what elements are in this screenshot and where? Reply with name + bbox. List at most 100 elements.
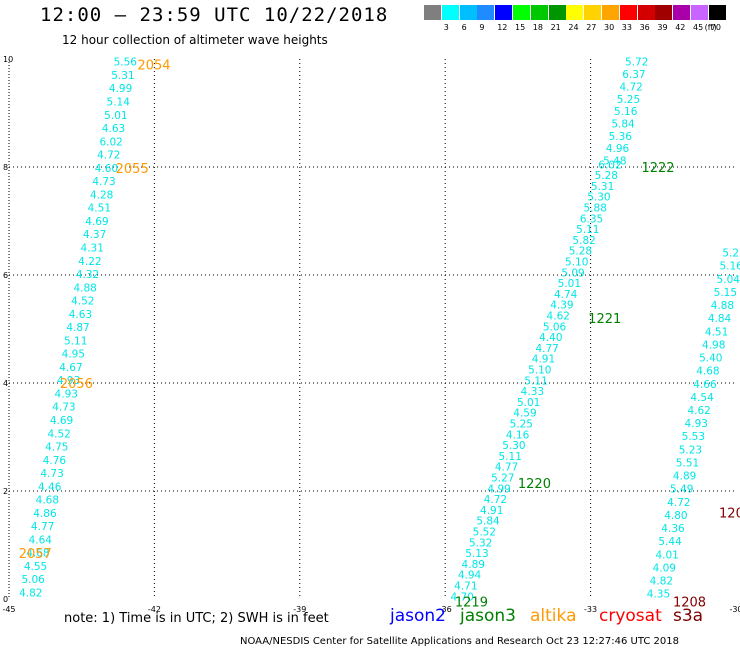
wave-height-value: 6.02 — [598, 159, 621, 171]
wave-height-value: 6.35 — [580, 213, 603, 225]
wave-height-value: 5.04 — [717, 274, 740, 286]
wave-height-value: 4.52 — [71, 296, 94, 308]
color-swatch — [459, 5, 477, 20]
color-swatch — [691, 5, 708, 20]
wave-height-value: 4.87 — [66, 322, 89, 334]
wave-height-value: 4.22 — [78, 256, 101, 268]
color-swatch — [548, 5, 566, 20]
wave-height-value: 4.75 — [45, 442, 68, 454]
wave-height-value: 5.32 — [469, 537, 492, 549]
wave-height-value: 4.62 — [687, 405, 710, 417]
wave-height-value: 5.25 — [510, 419, 533, 431]
wave-height-value: 4.82 — [19, 588, 42, 600]
wave-height-value: 5.06 — [543, 321, 567, 333]
wave-height-value: 5.01 — [558, 278, 581, 290]
wave-height-value: 4.89 — [462, 559, 485, 571]
wave-height-value: 4.73 — [52, 402, 75, 414]
wave-height-value: 4.76 — [43, 455, 67, 467]
x-tick-label: -45 — [2, 605, 15, 614]
color-swatch — [602, 5, 619, 20]
x-tick-label: -33 — [584, 605, 597, 614]
wave-height-value: 4.33 — [521, 386, 544, 398]
wave-height-value: 4.52 — [47, 428, 70, 440]
wave-height-value: 4.73 — [40, 468, 63, 480]
wave-height-value: 4.55 — [24, 561, 47, 573]
wave-height-value: 4.37 — [83, 229, 106, 241]
wave-height-value: 4.72 — [484, 494, 507, 506]
wave-height-value: 4.80 — [664, 510, 687, 522]
color-scale-label: 12 — [497, 23, 508, 32]
satellite-legend-item: cryosat — [599, 606, 662, 626]
wave-height-value: 4.09 — [653, 562, 676, 574]
wave-height-value: 4.68 — [696, 366, 719, 378]
color-scale-label: 24 — [568, 23, 579, 32]
color-swatch — [655, 5, 673, 20]
color-swatch — [637, 5, 655, 20]
wave-height-value: 5.30 — [502, 440, 525, 452]
wave-height-value: 4.95 — [62, 349, 85, 361]
pass-time-label: 1208 — [673, 596, 706, 611]
wave-height-value: 5.84 — [476, 516, 500, 528]
color-scale-label: 36 — [639, 23, 650, 32]
wave-height-value: 5.21 — [722, 248, 740, 260]
pass-time-label: 1219 — [455, 596, 488, 611]
color-scale-label: 45 — [693, 23, 704, 32]
wave-height-value: 4.71 — [454, 581, 477, 593]
satellite-legend-item: jason3 — [460, 606, 516, 626]
y-tick-label: 8 — [3, 163, 8, 172]
wave-height-value: 4.54 — [690, 392, 714, 404]
wave-height-value: 4.94 — [458, 570, 482, 582]
wave-height-value: 5.51 — [676, 457, 699, 469]
wave-height-value: 4.69 — [85, 216, 108, 228]
color-scale-label: 39 — [657, 23, 668, 32]
wave-height-value: 5.11 — [576, 224, 599, 236]
color-swatch — [495, 5, 513, 20]
wave-height-value: 4.86 — [33, 508, 57, 520]
wave-height-value: 4.98 — [702, 339, 725, 351]
wave-height-value: 5.31 — [591, 181, 614, 193]
wave-height-value: 5.11 — [524, 375, 547, 387]
wave-height-value: 4.31 — [81, 242, 104, 254]
color-scale-label: 15 — [515, 23, 526, 32]
wave-height-value: 4.64 — [29, 534, 53, 546]
wave-height-value: 5.52 — [473, 527, 496, 539]
wave-height-value: 4.77 — [31, 521, 54, 533]
wave-height-value: 5.15 — [714, 287, 737, 299]
wave-height-value: 5.14 — [107, 97, 131, 109]
chart-title: 12:00 – 23:59 UTC 10/22/2018 — [40, 4, 389, 26]
color-swatch — [530, 5, 548, 20]
satellite-legend-item: jason2 — [390, 606, 446, 626]
wave-height-value: 5.11 — [499, 451, 522, 463]
wave-height-value: 5.06 — [21, 574, 45, 586]
wave-height-value: 4.84 — [708, 313, 732, 325]
pass-time-label: 1222 — [641, 161, 674, 176]
wave-height-value: 5.10 — [528, 365, 551, 377]
wave-height-value: 4.88 — [711, 300, 734, 312]
color-swatch — [619, 5, 637, 20]
wave-height-value: 4.73 — [92, 176, 115, 188]
wave-height-value: 4.40 — [539, 332, 562, 344]
wave-height-value: 4.36 — [661, 523, 685, 535]
wave-height-value: 5.30 — [587, 192, 610, 204]
color-swatch — [513, 5, 530, 20]
y-tick-label: 6 — [3, 271, 8, 280]
color-swatch — [424, 5, 441, 20]
y-tick-label: 10 — [3, 55, 13, 64]
color-scale-label: 33 — [621, 23, 632, 32]
pass-time-label: 1207 — [719, 507, 740, 522]
wave-height-value: 5.48 — [603, 156, 626, 168]
wave-height-value: 4.46 — [38, 481, 62, 493]
wave-height-value: 4.93 — [57, 375, 80, 387]
pass-time-label: 2057 — [19, 547, 52, 562]
x-tick-label: -39 — [293, 605, 306, 614]
color-swatch — [584, 5, 602, 20]
wave-height-value: 4.91 — [480, 505, 503, 517]
wave-height-value: 5.53 — [682, 431, 705, 443]
wave-height-value: 4.16 — [506, 429, 530, 441]
wave-height-value: 4.91 — [532, 354, 555, 366]
wave-height-value: 5.36 — [609, 131, 633, 143]
wave-height-value: 4.62 — [547, 311, 570, 323]
wave-height-value: 5.28 — [569, 246, 592, 258]
wave-height-value: 4.99 — [487, 483, 510, 495]
